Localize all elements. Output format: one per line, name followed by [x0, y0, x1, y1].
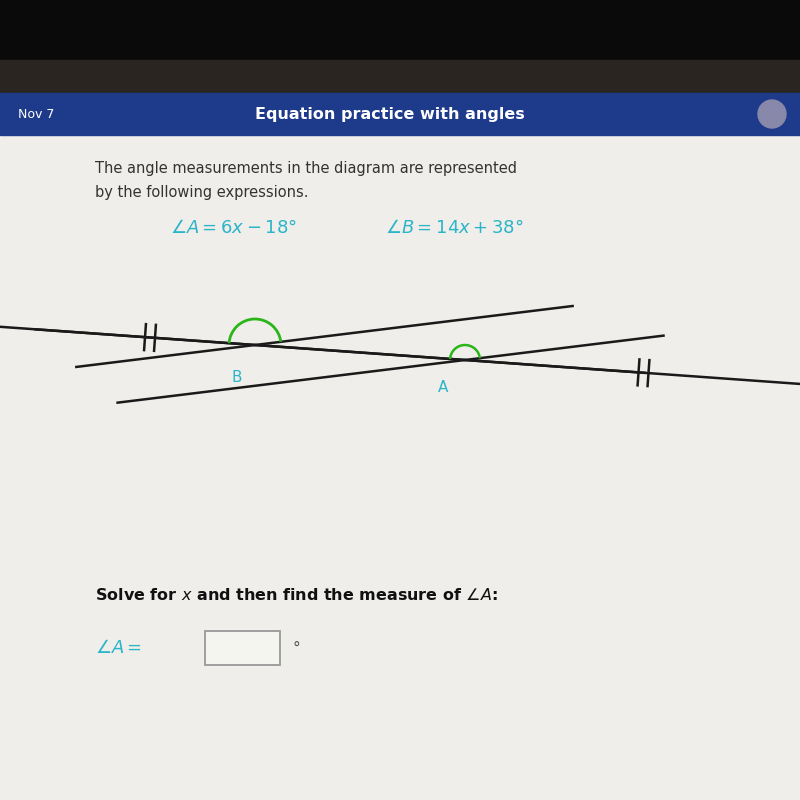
Bar	[0, 0, 800, 95]
Circle shape	[758, 100, 786, 128]
Text: A: A	[438, 381, 448, 395]
Text: Equation practice with angles: Equation practice with angles	[255, 106, 525, 122]
Text: $\angle B = 14x + 38°$: $\angle B = 14x + 38°$	[385, 219, 523, 237]
Text: Nov 7: Nov 7	[18, 107, 54, 121]
Text: $\angle A =$: $\angle A =$	[95, 639, 142, 657]
Text: $\angle A = 6x - 18°$: $\angle A = 6x - 18°$	[170, 219, 297, 237]
Bar	[0, 93, 800, 135]
Bar	[205, 631, 280, 665]
Bar	[0, 135, 800, 800]
Bar	[0, 60, 800, 95]
Text: by the following expressions.: by the following expressions.	[95, 185, 309, 199]
Text: The angle measurements in the diagram are represented: The angle measurements in the diagram ar…	[95, 161, 517, 175]
Text: Solve for $x$ and then find the measure of $\angle A$:: Solve for $x$ and then find the measure …	[95, 587, 498, 603]
Text: °: °	[292, 641, 300, 655]
Text: B: B	[232, 370, 242, 385]
